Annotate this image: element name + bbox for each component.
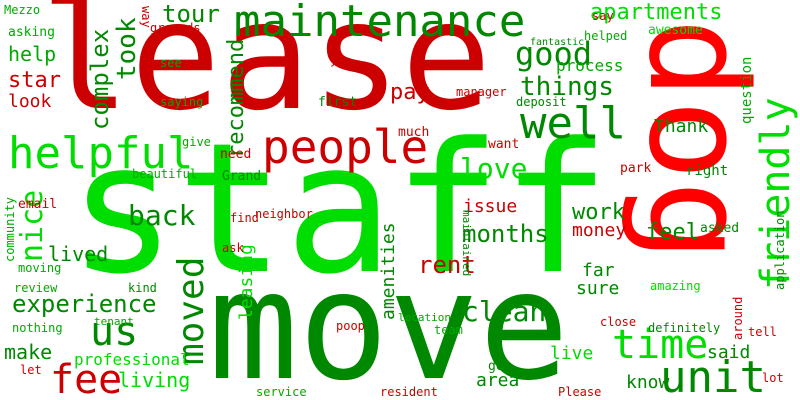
word: tell bbox=[748, 325, 777, 339]
word: service bbox=[256, 385, 307, 399]
word: poop bbox=[336, 319, 365, 333]
word: fantastic bbox=[530, 37, 585, 48]
word: pay bbox=[390, 80, 430, 105]
word: leasing bbox=[236, 244, 257, 320]
word: apartments bbox=[590, 0, 723, 25]
word: experience bbox=[12, 290, 157, 318]
word: first bbox=[318, 95, 358, 110]
word: need bbox=[220, 147, 252, 162]
word: application bbox=[773, 210, 787, 290]
word: far bbox=[582, 260, 615, 281]
word: see bbox=[160, 56, 182, 70]
word: professional bbox=[74, 350, 190, 369]
word: live bbox=[550, 343, 594, 364]
word: say bbox=[592, 9, 614, 23]
word: tour bbox=[162, 0, 220, 28]
word: work bbox=[572, 200, 625, 225]
word: definitely bbox=[648, 321, 721, 335]
word: lease bbox=[40, 0, 492, 144]
word: want bbox=[488, 137, 520, 152]
word: amenities bbox=[378, 222, 399, 320]
word: asking bbox=[8, 25, 55, 40]
word: area bbox=[476, 370, 520, 391]
word: feel bbox=[646, 220, 699, 245]
word: team bbox=[434, 323, 463, 337]
word: nothing bbox=[12, 321, 63, 335]
word: took bbox=[112, 17, 142, 80]
word: back bbox=[128, 199, 196, 232]
word: right bbox=[686, 163, 729, 179]
word: amazing bbox=[650, 279, 701, 293]
word: clean bbox=[462, 295, 547, 328]
word: go bbox=[488, 359, 504, 374]
word: resident bbox=[380, 385, 438, 399]
word: community bbox=[3, 196, 17, 262]
word: maintenance bbox=[234, 0, 526, 47]
word: email bbox=[18, 197, 58, 212]
word: Grand bbox=[222, 169, 262, 184]
word: money bbox=[572, 220, 627, 241]
word: grounds bbox=[150, 21, 201, 35]
word: moved bbox=[171, 256, 212, 365]
word: said bbox=[707, 342, 751, 363]
word: us bbox=[90, 309, 139, 355]
word: give bbox=[182, 135, 211, 149]
word: kind bbox=[128, 281, 157, 295]
word: living bbox=[118, 368, 191, 392]
word: know bbox=[626, 372, 670, 393]
word: ask bbox=[222, 241, 244, 255]
word: months bbox=[462, 220, 549, 248]
word: park bbox=[620, 161, 652, 176]
word: deposit bbox=[516, 95, 567, 109]
word: rent bbox=[418, 251, 476, 279]
word: awesome bbox=[648, 23, 703, 38]
word: staff bbox=[68, 105, 610, 314]
word: Thank bbox=[654, 116, 709, 137]
word: look bbox=[8, 91, 52, 112]
word: Mezzo bbox=[4, 3, 41, 17]
word: asked bbox=[700, 221, 740, 236]
word: people bbox=[262, 120, 429, 174]
word: issue bbox=[463, 196, 518, 217]
word: complex bbox=[86, 28, 114, 130]
word: make bbox=[4, 340, 53, 364]
word: help bbox=[8, 42, 57, 66]
word: Please bbox=[558, 385, 602, 399]
word: time bbox=[612, 322, 709, 368]
word: good bbox=[515, 35, 593, 73]
word: helped bbox=[584, 29, 628, 43]
word: lot bbox=[762, 371, 784, 385]
word: review bbox=[14, 281, 58, 295]
word: location bbox=[398, 311, 451, 324]
word: love bbox=[460, 152, 528, 185]
word: lived bbox=[48, 242, 109, 266]
word: question bbox=[739, 56, 755, 124]
word: process bbox=[556, 56, 624, 75]
word: unit bbox=[660, 352, 766, 400]
word: neighbor bbox=[255, 207, 313, 221]
word: saying bbox=[160, 95, 204, 109]
word: things bbox=[520, 72, 614, 102]
word: maintained bbox=[460, 210, 473, 277]
word: around bbox=[731, 296, 745, 340]
word: tenant bbox=[94, 315, 134, 328]
word: well bbox=[520, 98, 626, 149]
word: find bbox=[230, 211, 259, 225]
word: manager bbox=[456, 85, 507, 99]
word: sure bbox=[576, 278, 620, 299]
word: y bbox=[330, 53, 338, 67]
word: move bbox=[208, 240, 570, 400]
word: fee bbox=[50, 357, 123, 400]
word: recommend bbox=[224, 38, 249, 158]
word: beautiful bbox=[132, 167, 198, 181]
word: moving bbox=[18, 261, 62, 275]
word: let bbox=[20, 363, 42, 377]
word: much bbox=[398, 125, 430, 140]
word: helpful bbox=[8, 128, 194, 179]
word: close bbox=[600, 315, 637, 329]
word: star bbox=[8, 68, 61, 93]
